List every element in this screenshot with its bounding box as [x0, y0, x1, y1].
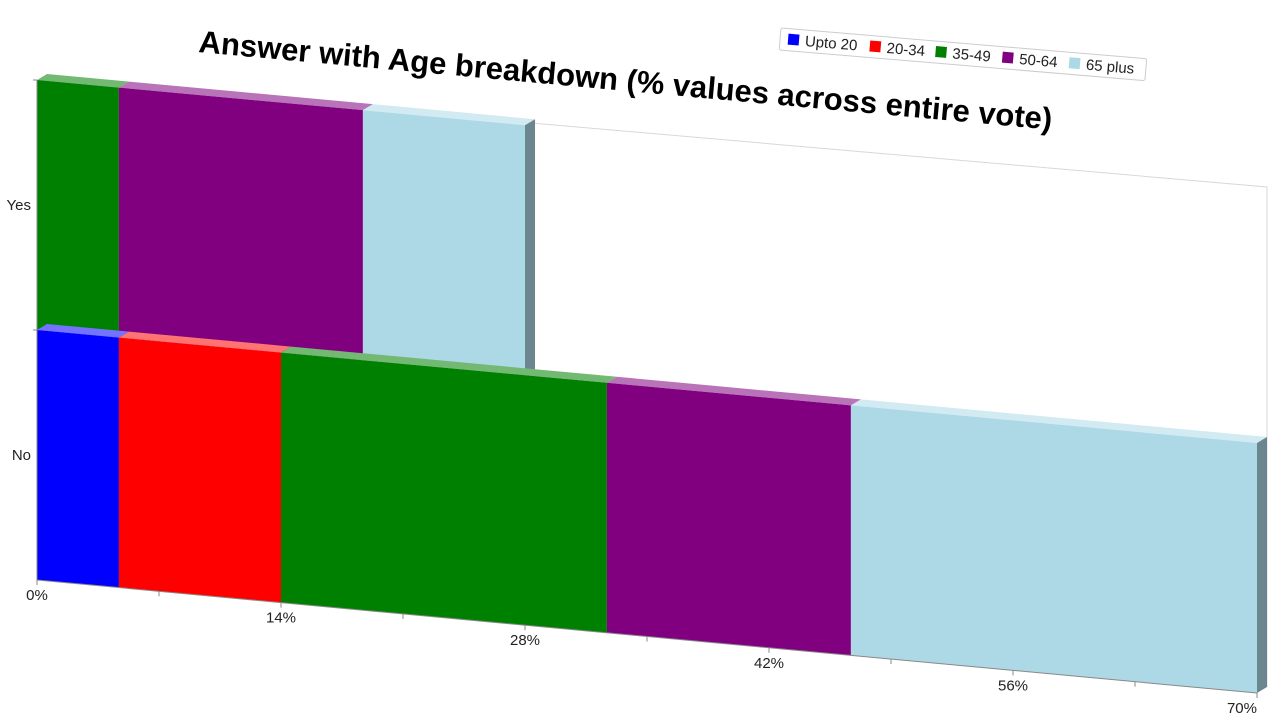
legend-label-0: Upto 20	[804, 33, 858, 54]
bar-no-65-plus	[850, 405, 1257, 693]
x-tick-label-0: 0%	[26, 587, 48, 604]
legend-swatch-2	[935, 46, 947, 58]
category-label-no: No	[12, 447, 31, 464]
legend-label-3: 50-64	[1018, 51, 1058, 71]
bar-top-no-3	[606, 376, 861, 406]
bar-top-no-2	[281, 346, 617, 383]
category-label-yes: Yes	[7, 197, 31, 214]
bar-top-yes-3	[118, 81, 373, 111]
x-tick-label-4: 56%	[998, 677, 1028, 694]
bar-no-20-34	[118, 337, 282, 603]
legend-swatch-4	[1068, 57, 1081, 70]
chart-bars	[37, 74, 1267, 693]
bar-no-upto-20	[37, 330, 119, 588]
legend-label-4: 65 plus	[1085, 57, 1135, 78]
bar-top-no-1	[118, 331, 292, 353]
legend-swatch-3	[1001, 51, 1014, 64]
legend-swatch-1	[869, 40, 882, 53]
x-tick-label-5: 70%	[1227, 700, 1257, 717]
bar-top-yes-2	[37, 74, 129, 88]
bar-end-yes	[525, 119, 535, 376]
bar-yes-65-plus	[362, 110, 525, 376]
bar-top-no-0	[37, 324, 129, 338]
bar-no-50-64	[606, 382, 851, 656]
chart-legend: Upto 20 20-34 35-49 50-64 65 plus	[778, 27, 1148, 81]
bar-end-no	[1257, 437, 1267, 693]
legend-label-2: 35-49	[952, 45, 992, 65]
legend-label-1: 20-34	[886, 40, 926, 60]
x-tick-label-2: 28%	[510, 632, 540, 649]
x-tick-label-1: 14%	[266, 610, 296, 627]
x-tick-label-3: 42%	[754, 655, 784, 672]
legend-swatch-0	[787, 33, 800, 46]
bar-yes-35-49	[37, 80, 119, 338]
bar-no-35-49	[281, 352, 607, 633]
bar-yes-50-64	[118, 87, 363, 361]
bar-top-no-4	[850, 399, 1267, 443]
bar-top-yes-4	[362, 104, 535, 126]
chart-axes: Yes No 0% 14% 28% 42% 56% 70%	[7, 79, 1258, 717]
